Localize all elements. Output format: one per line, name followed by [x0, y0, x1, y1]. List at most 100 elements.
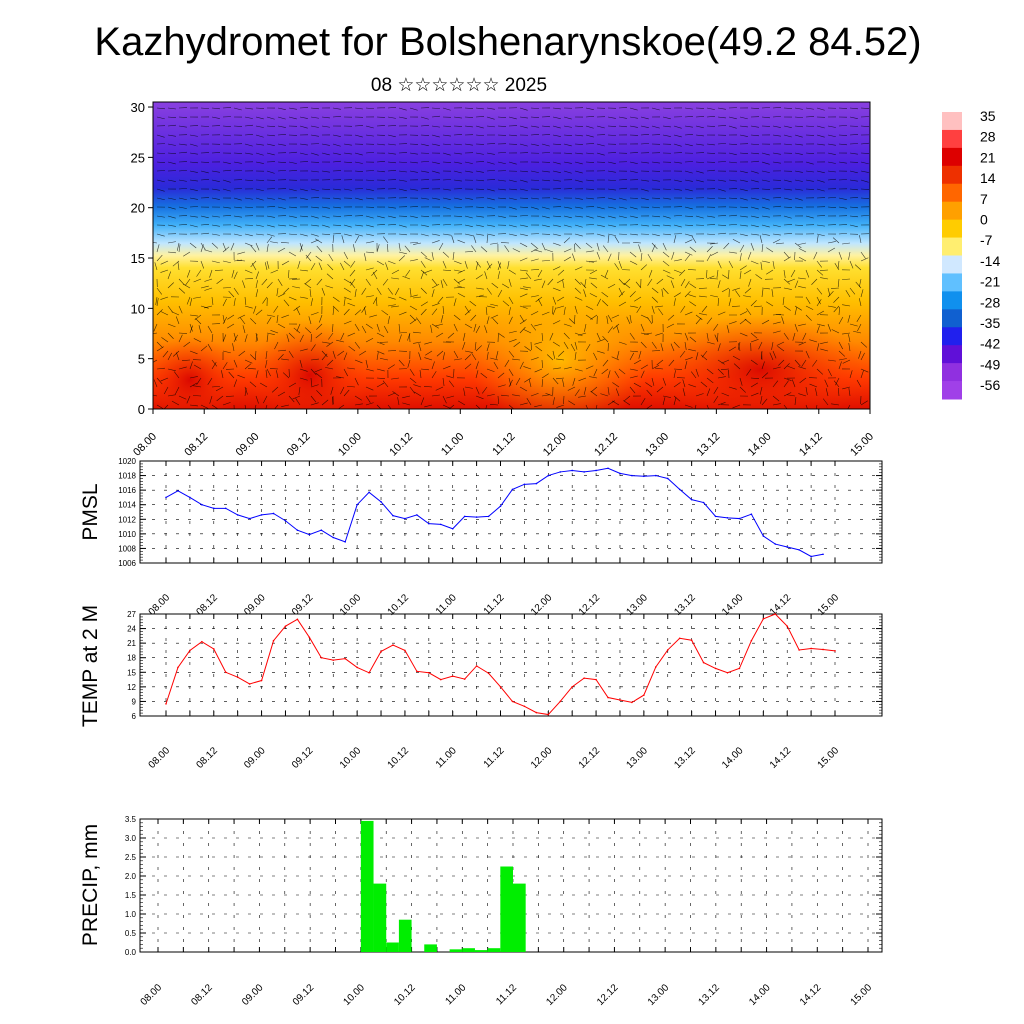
wind-barb: [310, 188, 319, 192]
wind-barb: [387, 364, 395, 370]
wind-barb: [299, 143, 308, 146]
wind-barb: [233, 271, 238, 280]
wind-barb: [321, 224, 330, 228]
wind-barb: [750, 233, 759, 236]
temp-point: [428, 671, 430, 674]
wind-barb: [156, 197, 165, 201]
wind-barb: [794, 143, 803, 146]
wind-barb: [156, 287, 162, 295]
wind-barb: [574, 341, 578, 350]
wind-barb: [160, 377, 169, 382]
wind-barb: [783, 188, 792, 191]
wind-barb: [838, 125, 847, 127]
wind-barb: [376, 244, 380, 253]
wind-barb: [626, 316, 631, 325]
wind-barb: [167, 282, 174, 289]
wind-barb: [470, 314, 477, 322]
wind-barb: [189, 382, 198, 388]
wind-barb: [798, 242, 807, 245]
wind-barb: [277, 116, 286, 120]
wind-barb: [750, 215, 759, 218]
wind-barb: [738, 343, 741, 352]
wind-barb: [523, 366, 532, 370]
wind-barb: [376, 382, 385, 388]
wind-barb: [376, 341, 385, 346]
wind-barb: [574, 134, 583, 137]
y-tick-label: 0: [138, 402, 145, 417]
x-tick-label: 12.00: [541, 431, 569, 459]
wind-barb: [233, 206, 242, 209]
y-tick-label: 0.5: [125, 929, 137, 938]
wind-barb: [717, 402, 726, 406]
y-tick-label: 3.0: [125, 834, 137, 843]
wind-barb: [269, 368, 279, 370]
wind-barb: [761, 289, 764, 298]
wind-barb: [799, 377, 807, 384]
wind-barb: [830, 287, 840, 289]
colorbar-swatch: [942, 165, 962, 185]
wind-barb: [700, 381, 708, 388]
pmsl-point: [762, 535, 765, 537]
wind-barb: [493, 361, 499, 370]
wind-barb: [541, 379, 544, 388]
wind-barb: [442, 223, 451, 226]
wind-barb: [783, 125, 792, 128]
wind-barb: [583, 386, 587, 395]
wind-barb: [343, 251, 348, 260]
wind-barb: [364, 307, 367, 316]
wind-barb: [662, 395, 671, 398]
wind-barb: [580, 281, 587, 289]
wind-barb: [486, 260, 491, 269]
colorbar-swatch: [942, 309, 962, 328]
wind-barb: [651, 244, 656, 253]
wind-barb: [321, 152, 330, 156]
wind-barb: [453, 161, 462, 164]
wind-barb: [386, 244, 389, 253]
wind-barb: [761, 372, 769, 379]
wind-barb: [153, 379, 158, 388]
wind-barb: [816, 125, 825, 129]
wind-barb: [717, 332, 719, 341]
wind-barb: [310, 358, 319, 361]
wind-barb: [691, 235, 697, 244]
colorbar-label: 14: [980, 170, 996, 186]
wind-barb: [343, 352, 348, 361]
wind-barb: [519, 319, 527, 325]
wind-barb: [332, 296, 340, 302]
wind-barb: [277, 143, 286, 146]
colorbar-swatch: [942, 201, 962, 221]
wind-barb: [670, 343, 675, 352]
wind-barb: [706, 332, 709, 341]
wind-barb: [534, 368, 543, 373]
wind-barb: [695, 352, 699, 361]
wind-barb: [365, 295, 374, 298]
wind-barb: [739, 332, 748, 337]
wind-barb: [706, 341, 715, 345]
pmsl-point: [619, 472, 621, 475]
wind-barb: [601, 291, 609, 298]
x-tick-label: 14.00: [746, 431, 774, 459]
wind-barb: [471, 353, 477, 361]
wind-barb: [640, 332, 649, 335]
wind-barb: [299, 215, 308, 218]
wind-barb: [332, 305, 339, 312]
wind-barb: [475, 260, 481, 268]
wind-barb: [684, 361, 688, 370]
wind-barb: [475, 224, 484, 227]
wind-barb: [310, 395, 317, 403]
y-tick-label: 1014: [118, 501, 136, 510]
wind-barb: [156, 116, 165, 120]
wind-barb: [541, 125, 550, 128]
wind-barb: [233, 107, 242, 111]
wind-barb: [661, 289, 664, 298]
wind-barb: [371, 269, 378, 276]
wind-barb: [689, 301, 697, 307]
wind-barb: [347, 385, 356, 388]
wind-barb: [160, 260, 169, 265]
pmsl-point: [511, 488, 514, 491]
wind-barb: [354, 161, 363, 164]
wind-barb: [508, 206, 517, 210]
wind-barb: [182, 283, 191, 289]
wind-barb: [453, 170, 462, 174]
y-tick-label: 2.0: [125, 872, 137, 881]
